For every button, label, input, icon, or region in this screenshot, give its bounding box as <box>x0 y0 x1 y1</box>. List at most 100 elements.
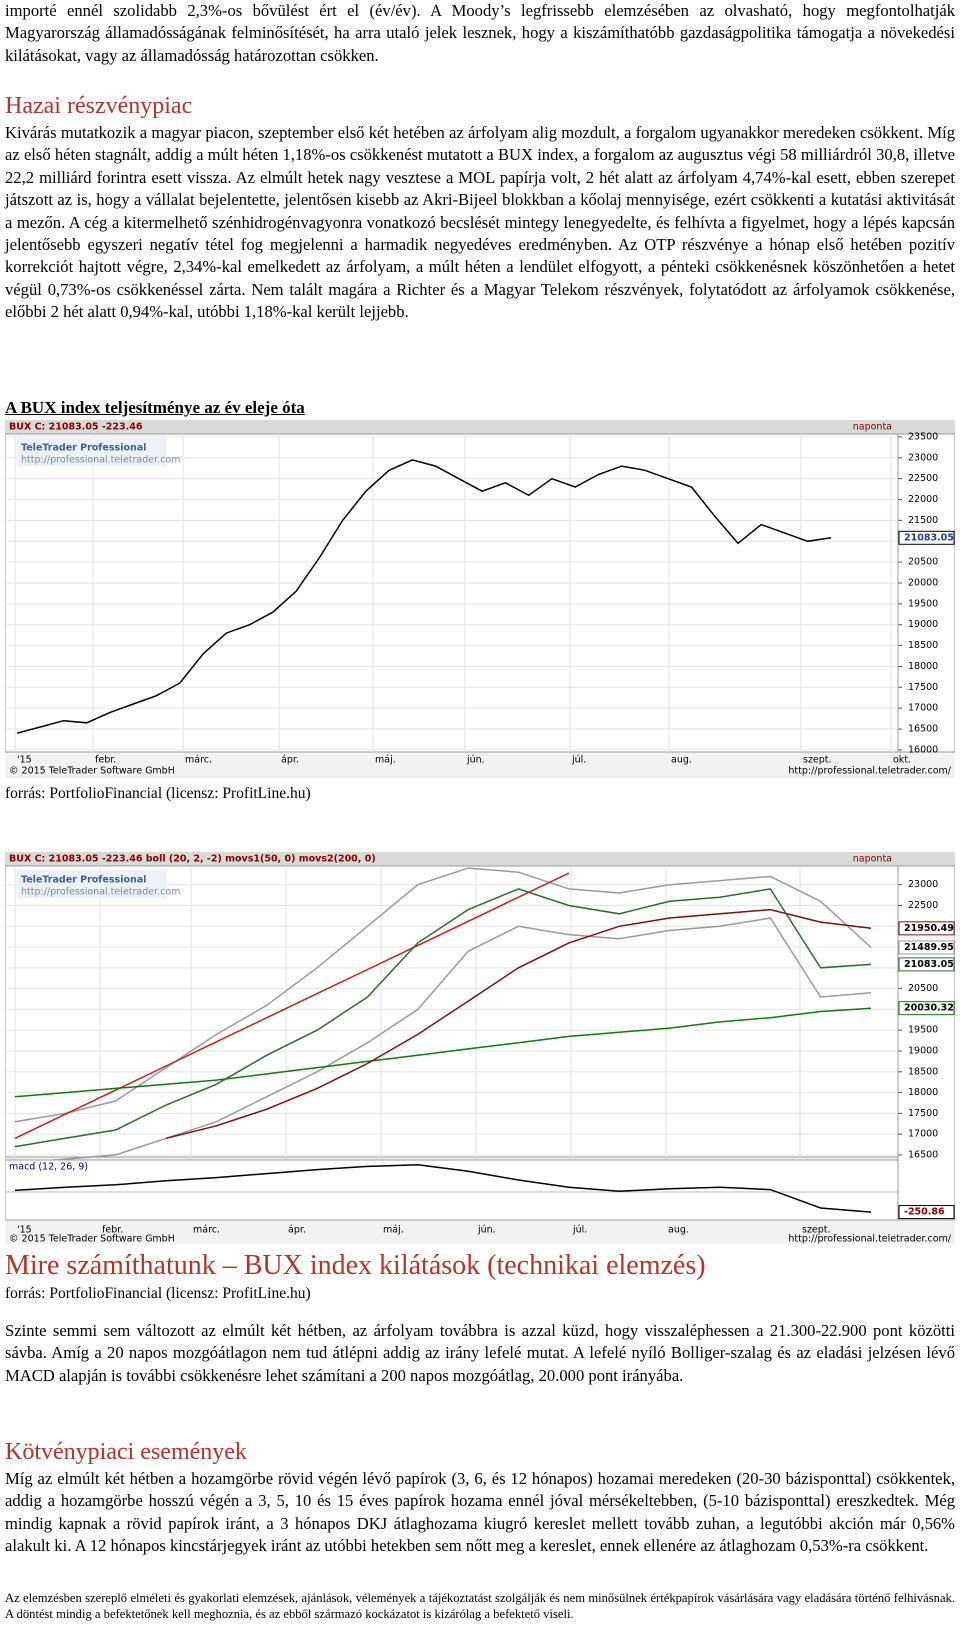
y-tick-label: 16000 <box>908 744 938 755</box>
y-tick-label: 22500 <box>908 473 938 484</box>
value-axis <box>897 433 955 753</box>
chart-header: BUX C: 21083.05 -223.46 boll (20, 2, -2)… <box>9 854 376 865</box>
x-tick-label: ápr. <box>288 1225 306 1236</box>
logo-box <box>17 438 167 466</box>
x-tick-label: máj. <box>375 755 396 766</box>
value-tag-label: 21083.05 <box>904 532 954 543</box>
y-tick-label: 16500 <box>908 724 938 735</box>
heading: Mire számíthatunk – BUX index kilátások … <box>5 1250 706 1281</box>
paragraph: Kivárás mutatkozik a magyar piacon, szep… <box>5 123 955 322</box>
chart-title: A BUX index teljesítménye az év eleje ót… <box>5 398 305 417</box>
heading: Kötvénypiaci események <box>5 1439 247 1465</box>
series-line <box>14 917 872 1164</box>
value-tag-label: 21950.49 <box>904 923 954 934</box>
interval: naponta <box>853 854 892 865</box>
value-tag <box>898 1001 955 1016</box>
x-tick-label: jún. <box>466 755 485 766</box>
y-tick-label: 19000 <box>908 619 938 630</box>
x-tick-label: febr. <box>95 755 116 766</box>
macd-label: macd (12, 26, 9) <box>9 1162 88 1173</box>
y-tick-label: 19500 <box>908 598 938 609</box>
value-tag <box>898 1205 955 1220</box>
y-tick-label: 18000 <box>908 1087 938 1098</box>
logo-url: http://professional.teletrader.com <box>21 455 180 466</box>
x-tick-label: júl. <box>571 755 586 766</box>
series-line <box>165 908 872 1140</box>
chart: BUX C: 21083.05 -223.46 naponta 16000 16500… <box>5 420 955 778</box>
y-tick-label: 17500 <box>908 1108 938 1119</box>
interval: naponta <box>853 422 892 433</box>
source: forrás: PortfolioFinancial (licensz: Pro… <box>5 1285 311 1302</box>
macd-line <box>14 1164 872 1213</box>
footer-url: http://professional.teletrader.com/ <box>788 1234 951 1245</box>
footnote: Az elemzésben szereplő elméleti és gyako… <box>5 1591 955 1621</box>
x-tick-label: okt. <box>893 755 911 766</box>
y-tick-label: 17000 <box>908 1129 938 1140</box>
y-tick-label: 19500 <box>908 1025 938 1036</box>
x-tick-label: ápr. <box>281 755 299 766</box>
value-tag-label: 21489.95 <box>904 942 954 953</box>
footer-url: http://professional.teletrader.com/ <box>788 766 951 777</box>
paragraph: importé ennél szolidabb 2,3%-os bővülést… <box>5 1 955 65</box>
x-tick-label: '15 <box>17 1225 32 1236</box>
header-bar <box>5 420 955 434</box>
value-tag <box>898 921 955 936</box>
y-tick-label: 16500 <box>908 1149 938 1160</box>
y-tick-label: 23000 <box>908 452 938 463</box>
value-axis <box>897 865 955 1221</box>
x-tick-label: aug. <box>668 1225 689 1236</box>
x-tick-label: '15 <box>17 755 32 766</box>
copyright: © 2015 TeleTrader Software GmbH <box>9 766 175 777</box>
y-tick-label: 22000 <box>908 494 938 505</box>
logo: TeleTrader Professional <box>21 443 146 454</box>
y-tick-label: 21500 <box>908 515 938 526</box>
source: forrás: PortfolioFinancial (licensz: Pro… <box>5 785 311 802</box>
heading: Hazai részvénypiac <box>5 93 193 119</box>
header-bar <box>5 852 955 866</box>
paragraph: Szinte semmi sem változott az elmúlt két… <box>5 1321 955 1385</box>
logo: TeleTrader Professional <box>21 875 146 886</box>
x-tick-label: máj. <box>383 1225 404 1236</box>
series-line <box>14 1007 872 1098</box>
y-tick-label: 18000 <box>908 661 938 672</box>
x-tick-label: júl. <box>572 1225 587 1236</box>
series-line <box>16 459 832 734</box>
value-tag-label: 20030.32 <box>904 1003 954 1014</box>
y-tick-label: 19000 <box>908 1045 938 1056</box>
plot-area <box>5 433 899 753</box>
value-tag <box>898 957 955 972</box>
value-tag <box>898 940 955 955</box>
y-tick-label: 20000 <box>908 577 938 588</box>
value-tag <box>898 530 955 545</box>
y-tick-label: 23000 <box>908 879 938 890</box>
x-tick-label: aug. <box>671 755 692 766</box>
series-line <box>14 872 570 1139</box>
y-tick-label: 20500 <box>908 557 938 568</box>
y-tick-label: 18500 <box>908 1066 938 1077</box>
paragraph: Míg az elmúlt két hétben a hozamgörbe rö… <box>5 1469 955 1556</box>
y-tick-label: 20500 <box>908 983 938 994</box>
chart: BUX C: 21083.05 -223.46 boll (20, 2, -2)… <box>5 852 955 1244</box>
x-tick-label: szept. <box>802 1225 831 1236</box>
copyright: © 2015 TeleTrader Software GmbH <box>9 1234 175 1245</box>
chart-header: BUX C: 21083.05 -223.46 <box>9 422 143 433</box>
x-tick-label: márc. <box>185 755 212 766</box>
x-tick-label: jún. <box>477 1225 496 1236</box>
y-tick-label: 23500 <box>908 431 938 442</box>
macd-panel <box>5 1159 899 1221</box>
y-tick-label: 17000 <box>908 703 938 714</box>
x-tick-label: szept. <box>803 755 832 766</box>
value-tag-label: -250.86 <box>904 1207 945 1218</box>
x-tick-label: márc. <box>193 1225 220 1236</box>
y-tick-label: 17500 <box>908 682 938 693</box>
series-line <box>14 888 872 1148</box>
logo-url: http://professional.teletrader.com <box>21 887 180 898</box>
series-line <box>14 867 872 1123</box>
x-tick-label: febr. <box>102 1225 123 1236</box>
value-tag-label: 21083.05 <box>904 959 954 970</box>
y-tick-label: 18500 <box>908 640 938 651</box>
logo-box <box>17 870 167 898</box>
y-tick-label: 22500 <box>908 900 938 911</box>
